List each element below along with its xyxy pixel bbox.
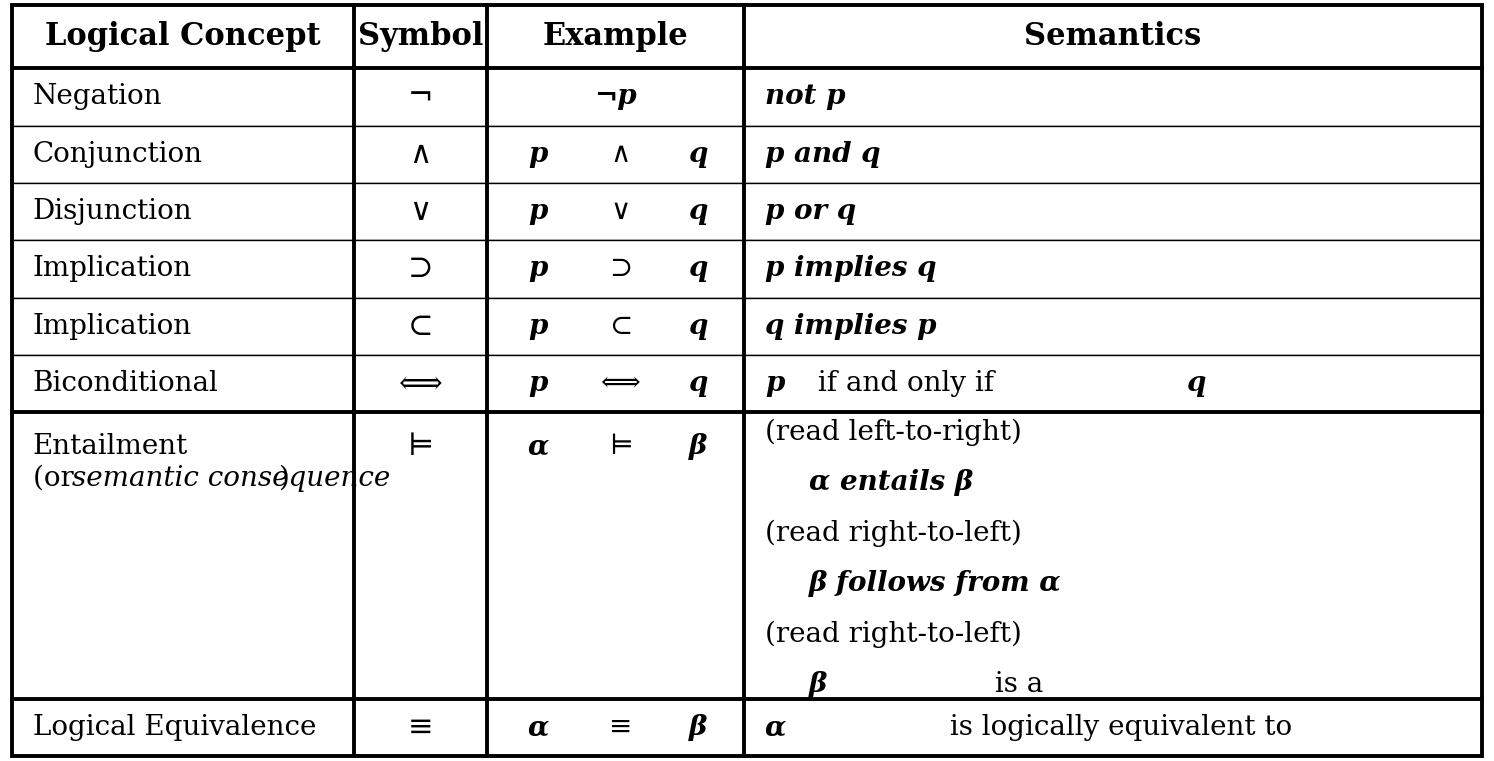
Text: β: β xyxy=(689,715,707,741)
Text: p and q: p and q xyxy=(765,141,880,167)
Bar xyxy=(354,183,487,240)
Text: ¬p: ¬p xyxy=(595,83,636,110)
Text: Implication: Implication xyxy=(33,313,193,339)
Text: is logically equivalent to: is logically equivalent to xyxy=(941,715,1301,741)
Bar xyxy=(487,5,744,68)
Text: q: q xyxy=(689,198,708,225)
Bar xyxy=(487,412,744,699)
Text: semantic consequence: semantic consequence xyxy=(72,465,390,492)
Text: ¬: ¬ xyxy=(408,81,433,113)
Bar xyxy=(354,355,487,412)
Bar xyxy=(744,412,1482,699)
Text: β: β xyxy=(810,671,828,699)
Bar xyxy=(744,240,1482,298)
Bar xyxy=(744,355,1482,412)
Bar xyxy=(354,240,487,298)
Bar xyxy=(12,699,354,756)
Text: p: p xyxy=(529,141,548,167)
Bar xyxy=(354,126,487,183)
Bar xyxy=(487,298,744,355)
Text: p: p xyxy=(765,370,784,397)
Bar xyxy=(487,355,744,412)
Bar xyxy=(354,5,487,68)
Text: Conjunction: Conjunction xyxy=(33,141,203,167)
Text: Symbol: Symbol xyxy=(359,21,484,52)
Bar xyxy=(487,699,744,756)
Text: ∨: ∨ xyxy=(611,198,630,225)
Text: Implication: Implication xyxy=(33,256,193,282)
Text: ⊂: ⊂ xyxy=(610,313,632,339)
Text: β: β xyxy=(689,433,707,460)
Text: q: q xyxy=(1186,370,1206,397)
Text: ⊃: ⊃ xyxy=(610,256,632,282)
Bar xyxy=(12,5,354,68)
Text: ⊨: ⊨ xyxy=(408,431,433,462)
Text: (read right-to-left): (read right-to-left) xyxy=(765,620,1022,648)
Text: Negation: Negation xyxy=(33,83,163,110)
Bar xyxy=(12,412,354,699)
Text: β follows from α: β follows from α xyxy=(810,570,1062,597)
Text: α: α xyxy=(765,715,786,741)
Bar xyxy=(744,68,1482,126)
Text: Biconditional: Biconditional xyxy=(33,370,218,397)
Text: (or: (or xyxy=(33,465,82,492)
Text: ⟺: ⟺ xyxy=(601,370,641,397)
Bar xyxy=(744,183,1482,240)
Text: (read left-to-right): (read left-to-right) xyxy=(765,419,1022,446)
Bar xyxy=(487,126,744,183)
Bar xyxy=(12,240,354,298)
Text: Disjunction: Disjunction xyxy=(33,198,193,225)
Bar xyxy=(354,412,487,699)
Text: α: α xyxy=(527,715,548,741)
Text: q: q xyxy=(689,256,708,282)
Text: q: q xyxy=(689,313,708,339)
Text: q: q xyxy=(689,141,708,167)
Bar xyxy=(354,298,487,355)
Text: ∧: ∧ xyxy=(611,141,630,167)
Text: Semantics: Semantics xyxy=(1025,21,1201,52)
Bar xyxy=(487,183,744,240)
Bar xyxy=(354,68,487,126)
Text: p: p xyxy=(529,313,548,339)
Text: ⊃: ⊃ xyxy=(408,253,433,285)
Bar xyxy=(12,68,354,126)
Bar xyxy=(12,298,354,355)
Text: ≡: ≡ xyxy=(408,712,433,743)
Bar xyxy=(744,126,1482,183)
Text: q: q xyxy=(689,370,708,397)
Text: ): ) xyxy=(278,465,288,492)
Text: Entailment: Entailment xyxy=(33,433,188,460)
Bar xyxy=(744,5,1482,68)
Text: p: p xyxy=(529,256,548,282)
Bar xyxy=(487,240,744,298)
Text: ⊨: ⊨ xyxy=(608,433,632,460)
Bar xyxy=(744,298,1482,355)
Text: ∨: ∨ xyxy=(409,196,432,227)
Text: p or q: p or q xyxy=(765,198,856,225)
Text: ∧: ∧ xyxy=(409,139,432,170)
Text: Logical Concept: Logical Concept xyxy=(45,21,321,52)
Bar xyxy=(12,355,354,412)
Text: not p: not p xyxy=(765,83,846,110)
Text: Logical Equivalence: Logical Equivalence xyxy=(33,715,317,741)
Text: ≡: ≡ xyxy=(610,715,632,741)
Text: α entails β: α entails β xyxy=(810,470,974,496)
Text: Example: Example xyxy=(542,21,689,52)
Bar xyxy=(12,126,354,183)
Bar xyxy=(354,699,487,756)
Text: p implies q: p implies q xyxy=(765,256,937,282)
Text: is a: is a xyxy=(986,671,1052,699)
Text: q implies p: q implies p xyxy=(765,313,937,339)
Text: p: p xyxy=(529,370,548,397)
Text: (read right-to-left): (read right-to-left) xyxy=(765,520,1022,547)
Text: p: p xyxy=(529,198,548,225)
Bar xyxy=(12,183,354,240)
Bar xyxy=(744,699,1482,756)
Text: if and only if: if and only if xyxy=(810,370,1004,397)
Text: ⟺: ⟺ xyxy=(399,368,442,399)
Text: ⊂: ⊂ xyxy=(408,310,433,342)
Text: α: α xyxy=(527,433,548,460)
Bar xyxy=(487,68,744,126)
